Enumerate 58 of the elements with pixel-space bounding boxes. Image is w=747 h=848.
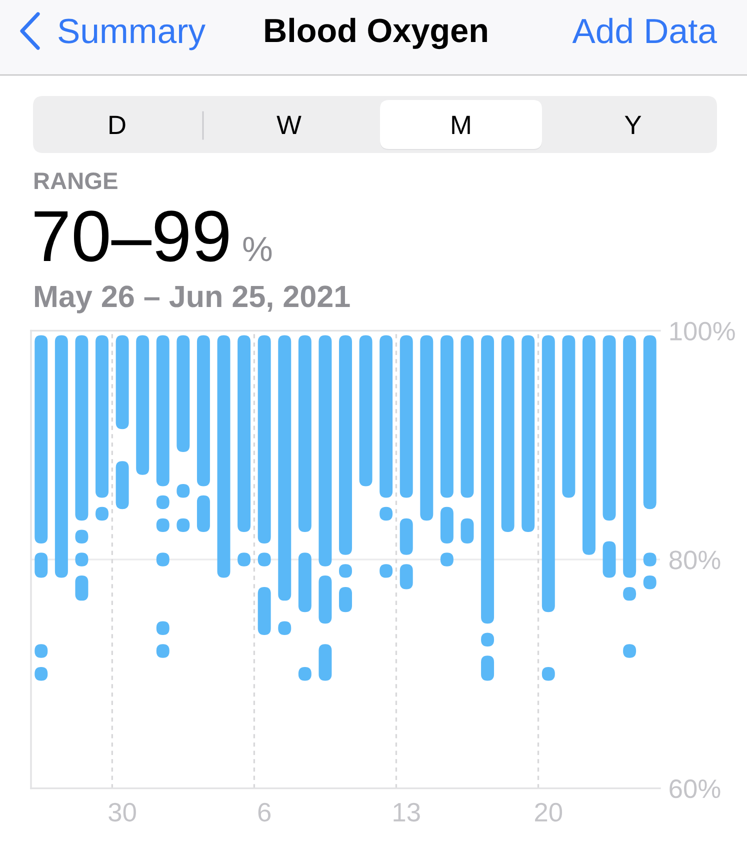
bar [400,518,413,555]
text: Summary [58,18,206,50]
bar [542,335,555,612]
bar [298,335,312,532]
bar [440,506,454,544]
bar [318,644,332,681]
bar [522,335,535,532]
bar [176,335,190,452]
text: M [452,116,470,134]
x-tick-label: 20 [535,802,562,822]
text: W [276,116,302,134]
x-tick-label: 30 [108,802,136,822]
bar [136,335,150,475]
bar [96,335,109,498]
bar [54,335,68,578]
y-tick-label: 80% [669,550,720,570]
bar [318,335,332,566]
bar [116,335,129,430]
x-tick-label: 13 [394,802,420,822]
bar [643,335,656,510]
text: Add Data [572,18,718,44]
bar [258,586,271,636]
bar [420,335,434,521]
y-tick-label: 100% [670,322,735,341]
chart-title: Blood Oxygen [265,18,487,50]
text: 70–99 [34,210,228,262]
text: RANGE [34,172,118,190]
bar [278,335,292,601]
bar [481,335,494,624]
bar [359,335,372,486]
text: Y [624,116,642,134]
chart-subtitle: May 26 – Jun 25, 2021 [35,286,350,314]
bar [258,335,271,544]
bar [602,541,616,578]
text: D [110,116,126,134]
bar [501,335,514,532]
bar [380,335,393,498]
bar [339,335,352,555]
bar [623,335,636,578]
bar [75,335,88,521]
bar [238,335,251,532]
y-tick-label: 60% [670,779,720,798]
bar [34,335,48,544]
text: % [243,236,272,262]
bar [440,335,454,498]
bar [196,335,210,486]
bar [400,335,413,498]
bar [582,335,596,555]
bar [298,552,312,612]
bar [460,335,474,498]
bar [116,461,129,510]
bar [602,335,616,521]
x-tick-label: 6 [258,802,271,822]
bar [562,335,576,498]
bar [156,335,170,486]
bar [196,495,210,532]
bar [318,576,332,624]
bar [217,335,230,578]
